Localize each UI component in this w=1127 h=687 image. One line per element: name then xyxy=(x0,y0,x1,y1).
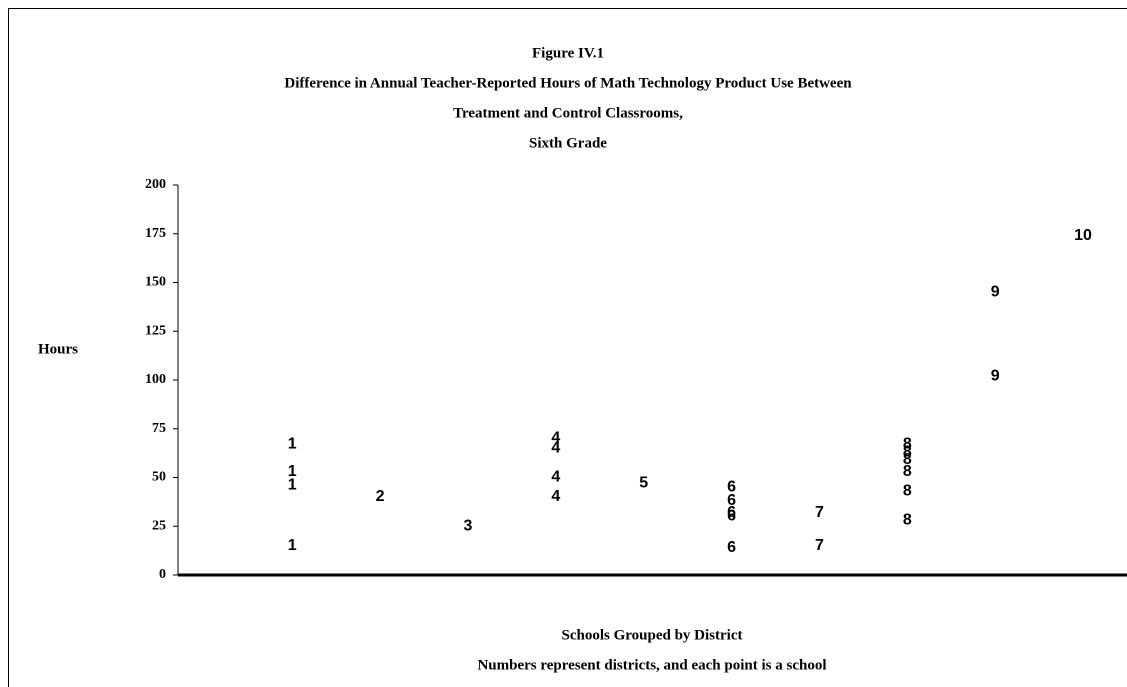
point-label: 4 xyxy=(551,430,560,447)
chart-title: Figure IV.1 xyxy=(532,45,604,61)
y-tick-label: 175 xyxy=(145,226,166,241)
point-label: 6 xyxy=(727,478,736,495)
y-tick-label: 100 xyxy=(145,372,166,387)
chart-title: Sixth Grade xyxy=(529,135,607,151)
frame xyxy=(8,8,1127,687)
point-label: 5 xyxy=(639,475,648,492)
y-tick-label: 125 xyxy=(145,323,166,338)
point-label: 6 xyxy=(727,508,736,525)
y-axis-label: Hours xyxy=(38,341,78,357)
y-tick-label: 75 xyxy=(152,421,166,436)
chart-title: Treatment and Control Classrooms, xyxy=(453,105,683,121)
point-label: 9 xyxy=(991,283,1000,300)
point-label: 6 xyxy=(727,504,736,521)
point-label: 8 xyxy=(903,512,912,529)
point-label: 1 xyxy=(288,537,297,554)
point-label: 6 xyxy=(727,492,736,509)
y-tick-label: 25 xyxy=(152,518,166,533)
point-label: 7 xyxy=(815,504,824,521)
point-label: 1 xyxy=(288,477,297,494)
point-label: 10 xyxy=(1074,227,1092,244)
point-label: 2 xyxy=(376,488,385,505)
point-label: 4 xyxy=(551,469,560,486)
point-label: 1 xyxy=(288,436,297,453)
point-label: 8 xyxy=(903,443,912,460)
chart-title: Difference in Annual Teacher-Reported Ho… xyxy=(284,75,852,91)
y-tick-label: 50 xyxy=(152,470,166,485)
point-label: 4 xyxy=(551,439,560,456)
note: Numbers represent districts, and each po… xyxy=(477,657,826,673)
point-label: 3 xyxy=(464,517,473,534)
y-tick-label: 200 xyxy=(145,177,166,192)
point-label: 8 xyxy=(903,463,912,480)
y-tick-label: 0 xyxy=(159,567,166,582)
x-axis-label: Schools Grouped by District xyxy=(562,627,743,643)
point-label: 1 xyxy=(288,463,297,480)
point-label: 4 xyxy=(551,488,560,505)
point-label: 8 xyxy=(903,482,912,499)
point-label: 8 xyxy=(903,451,912,468)
point-label: 8 xyxy=(903,436,912,453)
point-label: 7 xyxy=(815,537,824,554)
point-label: 9 xyxy=(991,367,1000,384)
y-tick-label: 150 xyxy=(145,275,166,290)
point-label: 6 xyxy=(727,539,736,556)
